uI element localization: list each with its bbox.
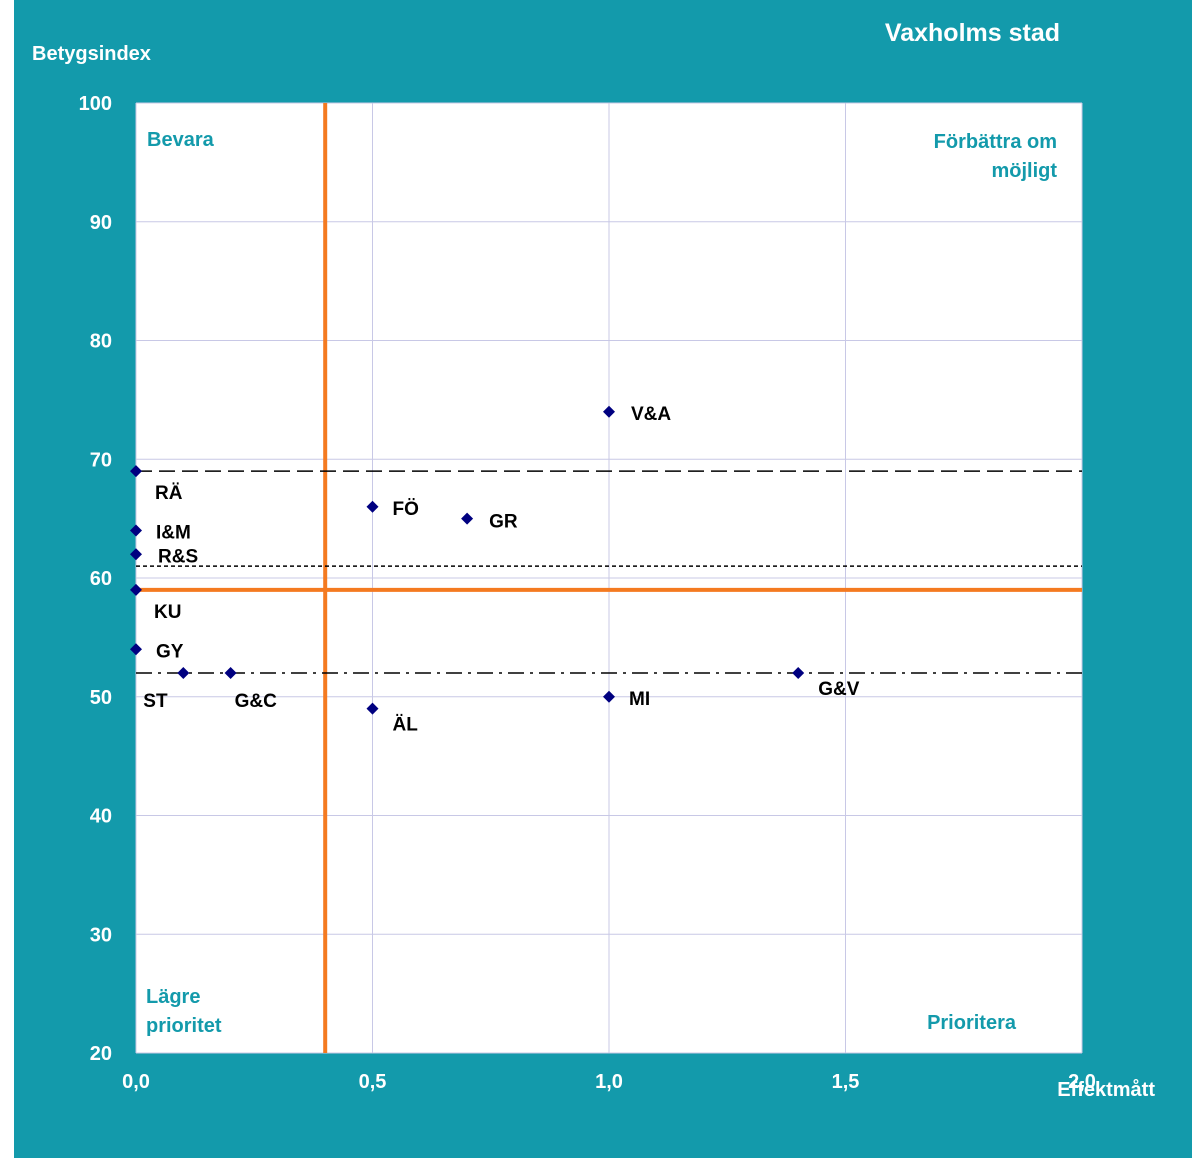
data-point-marker (224, 667, 237, 679)
quadrant-label-forbattra: möjligt (991, 160, 1057, 182)
data-point-marker (130, 643, 142, 656)
y-tick-label: 50 (90, 687, 112, 709)
data-points: V&A RÄ FÖ GR I&MR&S KU GY ST G&C G&V MI ÄL (130, 404, 860, 736)
quadrant-label-prioritera: Prioritera (927, 1012, 1017, 1034)
y-tick-label: 100 (79, 93, 112, 115)
data-point-label: ST (143, 691, 168, 712)
data-point-label: MI (629, 689, 650, 710)
y-tick-label: 40 (90, 806, 112, 828)
data-point-label: KU (154, 602, 181, 623)
data-point-label: GY (156, 641, 184, 662)
data-point-label: RÄ (155, 483, 183, 504)
x-axis-label: Effektmått (1057, 1078, 1155, 1101)
x-tick-label: 1,5 (832, 1071, 860, 1093)
y-axis-label: Betygsindex (32, 43, 151, 65)
data-point-marker (792, 667, 805, 679)
quadrant-label-lagre-prioritet: Lägre (146, 986, 200, 1008)
axis-ticks: 100 90 80 70 60 50 40 30 20 0,0 0,5 1,0 1,5 2,0 (79, 93, 1096, 1093)
grid (135, 102, 1083, 1054)
y-tick-label: 20 (90, 1043, 112, 1065)
y-tick-label: 70 (90, 449, 112, 471)
y-tick-label: 80 (90, 331, 112, 353)
data-point-label: R&S (158, 546, 198, 567)
data-point-marker (461, 512, 474, 525)
data-point-label: I&M (156, 523, 191, 544)
y-tick-label: 30 (90, 924, 112, 946)
data-point-marker (366, 702, 379, 715)
quadrant-label-bevara: Bevara (147, 129, 215, 151)
reference-lines (136, 103, 1082, 1053)
data-point-marker (603, 405, 615, 418)
x-tick-label: 0,5 (359, 1071, 387, 1093)
data-point-marker (130, 465, 142, 478)
data-point-marker (603, 690, 615, 703)
quadrant-labels: Bevara Förbättra om möjligt Lägre prioritet P… (146, 129, 1057, 1037)
x-tick-label: 2,0 (1068, 1071, 1096, 1093)
data-point-marker (130, 583, 142, 596)
quadrant-label-lagre-prioritet: prioritet (146, 1015, 222, 1037)
data-point-label: G&V (818, 679, 860, 700)
data-point-label: GR (489, 512, 518, 533)
y-tick-label: 60 (90, 568, 112, 590)
data-point-marker (366, 500, 379, 513)
y-tick-label: 90 (90, 212, 112, 234)
data-point-label: V&A (631, 404, 671, 425)
data-point-marker (130, 524, 142, 537)
x-tick-label: 0,0 (122, 1071, 150, 1093)
quadrant-label-forbattra: Förbättra om (934, 131, 1057, 153)
chart-title: Vaxholms stad (885, 19, 1060, 47)
data-point-marker (177, 667, 190, 679)
data-point-label: G&C (235, 691, 278, 712)
data-point-label: ÄL (393, 715, 419, 736)
x-tick-label: 1,0 (595, 1071, 623, 1093)
data-point-label: FÖ (393, 499, 419, 520)
data-point-marker (130, 548, 142, 561)
